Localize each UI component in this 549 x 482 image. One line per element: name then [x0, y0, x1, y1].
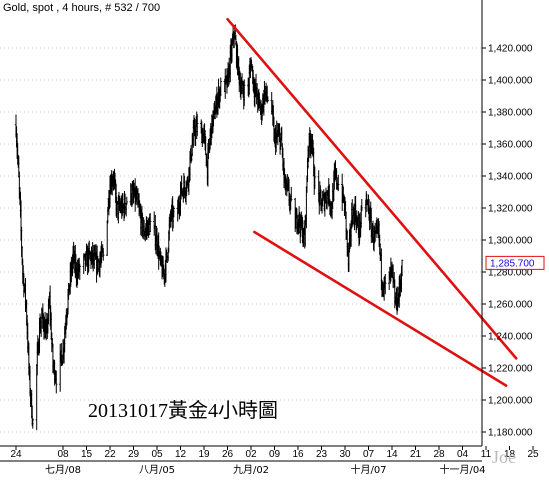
price-tick-label: 1,360.000 — [488, 140, 533, 151]
month-label: 十一月/04 — [439, 463, 485, 476]
time-tick-label: 11 — [481, 449, 492, 460]
time-tick-label: 21 — [410, 449, 422, 460]
price-axis: 1,180.000 1,200.000 1,220.000 1,240.000 1,26… — [482, 44, 533, 439]
trendlines — [226, 17, 518, 387]
time-axis: 24 08 15 22 29 05 12 19 26 02 09 16 23 30 07 14 21 28 04 11… — [10, 446, 539, 460]
time-tick-label: 02 — [245, 449, 257, 460]
price-tick-label: 1,420.000 — [488, 44, 533, 55]
price-tick-label: 1,200.000 — [488, 396, 533, 407]
time-tick-label: 14 — [386, 449, 398, 460]
time-tick-label: 22 — [104, 449, 116, 460]
time-tick-label: 29 — [128, 449, 140, 460]
time-tick-label: 04 — [457, 449, 469, 460]
lower-trendline — [253, 230, 508, 387]
time-tick-label: 28 — [433, 449, 445, 460]
month-label: 八月/05 — [139, 464, 175, 476]
upper-trendline — [226, 17, 518, 360]
last-price-tag: 1,285.700 — [485, 255, 545, 270]
time-tick-label: 30 — [339, 449, 351, 460]
time-tick-label: 05 — [151, 449, 163, 460]
price-tick-label: 1,240.000 — [488, 332, 533, 343]
price-tick-label: 1,220.000 — [488, 364, 533, 375]
time-tick-label: 24 — [10, 449, 22, 460]
time-tick-label: 15 — [81, 449, 93, 460]
watermark: Joe — [492, 447, 516, 467]
price-tick-label: 1,400.000 — [488, 76, 533, 87]
time-tick-label: 09 — [269, 449, 281, 460]
price-tick-label: 1,280.000 — [488, 268, 533, 279]
time-tick-label: 23 — [316, 449, 328, 460]
month-label: 七月/08 — [45, 464, 81, 476]
price-series — [14, 24, 404, 431]
time-tick-label: 25 — [527, 449, 539, 460]
last-price-value: 1,285.700 — [490, 258, 535, 269]
time-tick-label: 08 — [57, 449, 69, 460]
time-tick-label: 18 — [504, 449, 516, 460]
time-tick-label: 19 — [198, 449, 210, 460]
time-tick-label: 07 — [363, 449, 375, 460]
price-tick-label: 1,380.000 — [488, 108, 533, 119]
price-tick-label: 1,300.000 — [488, 236, 533, 247]
price-tick-label: 1,180.000 — [488, 428, 533, 439]
grid-layer — [0, 47, 482, 433]
time-tick-label: 12 — [175, 449, 187, 460]
last-price-box — [485, 255, 545, 270]
month-label: 十月/07 — [350, 463, 386, 476]
time-tick-label: 26 — [222, 449, 234, 460]
price-tick-label: 1,340.000 — [488, 172, 533, 183]
month-label: 九月/02 — [233, 464, 269, 476]
month-axis: 七月/08 八月/05 九月/02 十月/07 十一月/04 — [45, 463, 486, 476]
axes — [0, 0, 483, 462]
price-tick-label: 1,320.000 — [488, 204, 533, 215]
time-tick-label: 16 — [292, 449, 304, 460]
price-tick-label: 1,260.000 — [488, 300, 533, 311]
chart-header: Gold, spot , 4 hours, # 532 / 700 — [3, 2, 160, 14]
chart-annotation: 20131017黃金4小時圖 — [88, 399, 278, 422]
